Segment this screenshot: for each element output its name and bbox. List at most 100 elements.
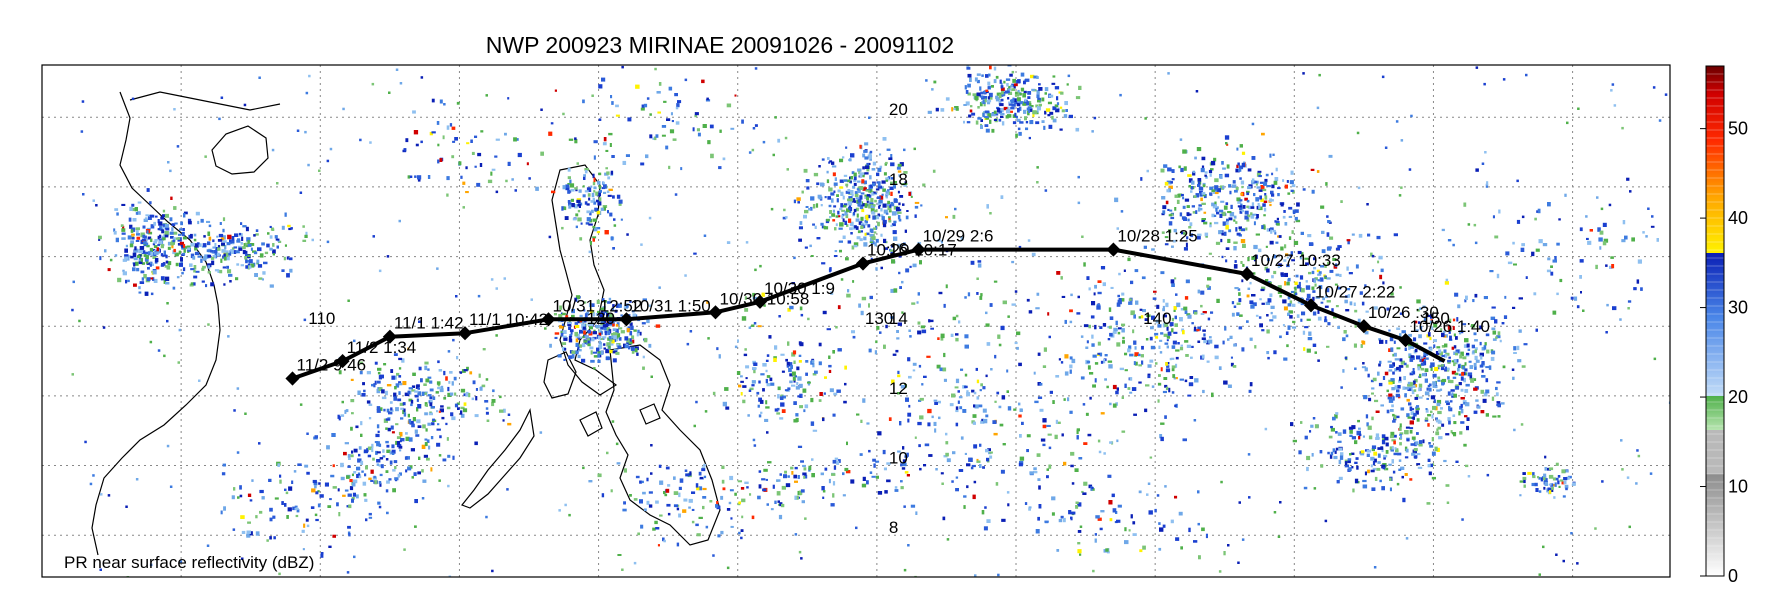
reflectivity-pixel <box>1201 337 1206 340</box>
reflectivity-pixel <box>1433 366 1439 372</box>
reflectivity-pixel <box>1156 494 1160 497</box>
reflectivity-pixel <box>1378 363 1381 367</box>
reflectivity-pixel <box>641 322 646 325</box>
reflectivity-pixel <box>859 201 862 206</box>
reflectivity-pixel <box>810 421 815 426</box>
reflectivity-pixel <box>235 277 239 281</box>
reflectivity-pixel <box>1048 94 1054 98</box>
reflectivity-pixel <box>855 207 859 212</box>
reflectivity-pixel <box>676 507 680 511</box>
reflectivity-pixel <box>1173 228 1177 233</box>
reflectivity-pixel <box>877 213 880 217</box>
reflectivity-pixel <box>973 391 977 395</box>
reflectivity-pixel <box>796 382 799 386</box>
reflectivity-pixel <box>1180 231 1184 235</box>
reflectivity-pixel <box>1110 286 1114 289</box>
reflectivity-pixel <box>1405 430 1409 435</box>
reflectivity-pixel <box>869 295 873 300</box>
reflectivity-pixel <box>1138 364 1142 367</box>
reflectivity-pixel <box>888 417 892 421</box>
reflectivity-pixel <box>1413 412 1417 417</box>
reflectivity-pixel <box>774 500 777 504</box>
reflectivity-pixel <box>1398 379 1402 383</box>
reflectivity-pixel <box>760 373 765 376</box>
reflectivity-pixel <box>1484 342 1487 346</box>
reflectivity-pixel <box>648 504 653 508</box>
reflectivity-pixel <box>902 462 907 467</box>
reflectivity-pixel <box>917 421 922 426</box>
reflectivity-pixel <box>490 171 493 176</box>
reflectivity-pixel <box>799 405 803 409</box>
reflectivity-pixel <box>1291 230 1294 234</box>
reflectivity-pixel <box>1058 518 1063 523</box>
reflectivity-pixel <box>1213 214 1217 217</box>
reflectivity-pixel <box>1326 300 1331 303</box>
reflectivity-pixel <box>317 490 320 493</box>
reflectivity-pixel <box>777 500 780 503</box>
reflectivity-pixel <box>575 342 579 347</box>
reflectivity-pixel <box>1148 510 1153 515</box>
reflectivity-pixel <box>599 324 604 328</box>
reflectivity-pixel <box>400 438 405 442</box>
reflectivity-pixel <box>166 302 169 305</box>
reflectivity-pixel <box>970 466 974 470</box>
reflectivity-pixel <box>1550 271 1554 276</box>
reflectivity-pixel <box>734 345 738 349</box>
reflectivity-pixel <box>622 508 627 512</box>
map-title: NWP 200923 MIRINAE 20091026 - 20091102 <box>485 32 955 58</box>
reflectivity-pixel <box>1269 227 1274 231</box>
reflectivity-pixel <box>1304 326 1309 329</box>
reflectivity-pixel <box>1256 172 1261 177</box>
reflectivity-pixel <box>866 480 869 485</box>
reflectivity-pixel <box>623 343 626 348</box>
reflectivity-pixel <box>1574 296 1578 301</box>
reflectivity-pixel <box>182 228 185 232</box>
reflectivity-pixel <box>437 360 440 364</box>
reflectivity-pixel <box>1250 206 1255 209</box>
reflectivity-pixel <box>993 119 997 121</box>
reflectivity-pixel <box>971 389 975 393</box>
reflectivity-pixel <box>1392 413 1395 417</box>
reflectivity-pixel <box>1305 280 1308 283</box>
reflectivity-pixel <box>872 458 876 462</box>
reflectivity-pixel <box>798 341 802 345</box>
reflectivity-pixel <box>429 402 433 407</box>
reflectivity-pixel <box>853 172 857 177</box>
reflectivity-pixel <box>1260 288 1265 292</box>
reflectivity-pixel <box>945 284 948 289</box>
reflectivity-pixel <box>567 167 571 172</box>
reflectivity-pixel <box>987 101 991 105</box>
reflectivity-pixel <box>276 245 279 249</box>
reflectivity-pixel <box>845 257 849 261</box>
reflectivity-pixel <box>696 533 701 537</box>
reflectivity-pixel <box>568 338 573 343</box>
reflectivity-pixel <box>583 174 586 177</box>
reflectivity-pixel <box>853 244 858 248</box>
reflectivity-pixel <box>693 252 697 255</box>
reflectivity-pixel <box>377 430 380 433</box>
reflectivity-pixel <box>1443 335 1447 338</box>
reflectivity-pixel <box>1294 286 1297 291</box>
reflectivity-pixel <box>1011 303 1016 306</box>
reflectivity-pixel <box>858 221 863 225</box>
reflectivity-pixel <box>231 495 235 500</box>
reflectivity-pixel <box>125 244 128 248</box>
reflectivity-pixel <box>1186 344 1191 348</box>
reflectivity-pixel <box>715 504 719 508</box>
reflectivity-pixel <box>860 230 863 233</box>
reflectivity-pixel <box>567 190 571 194</box>
reflectivity-pixel <box>178 250 181 255</box>
reflectivity-pixel <box>1063 398 1066 401</box>
reflectivity-pixel <box>127 255 132 258</box>
reflectivity-pixel <box>1078 457 1083 460</box>
reflectivity-pixel <box>919 415 924 420</box>
reflectivity-pixel <box>1412 371 1416 375</box>
reflectivity-pixel <box>626 341 630 345</box>
reflectivity-pixel <box>665 488 670 493</box>
reflectivity-pixel <box>980 91 984 95</box>
reflectivity-pixel <box>1346 239 1351 242</box>
reflectivity-pixel <box>808 465 812 471</box>
reflectivity-pixel <box>607 301 611 304</box>
reflectivity-pixel <box>611 307 614 312</box>
reflectivity-pixel <box>1637 454 1641 458</box>
